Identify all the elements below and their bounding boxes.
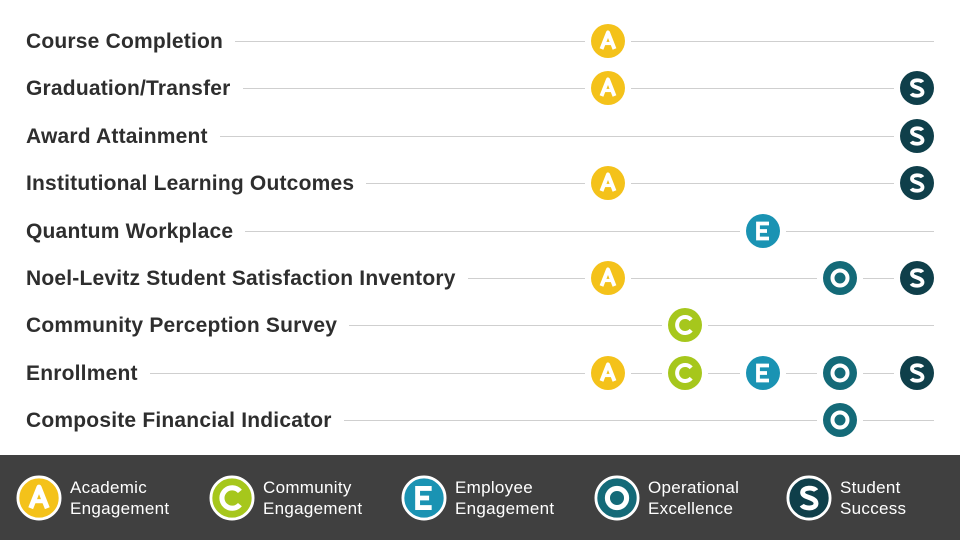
circle-s-icon: [894, 165, 940, 202]
legend-label-line: Student: [840, 478, 901, 497]
circle-c-icon: [209, 475, 255, 521]
circle-c-icon: [662, 307, 708, 344]
circle-a-icon: [585, 354, 631, 391]
legend-item-operational: Operational Excellence: [594, 475, 779, 523]
circle-e-icon: [740, 354, 786, 391]
indicator-label: Enrollment: [26, 358, 150, 389]
circle-e-icon: [740, 212, 786, 249]
indicator-row: Composite Financial Indicator: [0, 399, 960, 443]
indicator-matrix: Course Completion Graduation/Transfer Awar…: [0, 20, 960, 443]
legend-bar: Academic Engagement Community Engagement Emp…: [0, 455, 960, 540]
indicator-row: Institutional Learning Outcomes: [0, 162, 960, 206]
legend-label-line: Engagement: [263, 499, 363, 518]
circle-s-icon: [894, 354, 940, 391]
legend-label: Employee Engagement: [455, 477, 585, 519]
legend-label-line: Operational: [648, 478, 740, 497]
indicator-label: Institutional Learning Outcomes: [26, 169, 367, 200]
indicator-label: Graduation/Transfer: [26, 74, 243, 105]
legend-label-line: Engagement: [455, 499, 555, 518]
indicator-row: Noel-Levitz Student Satisfaction Invento…: [0, 257, 960, 301]
indicator-label: Noel-Levitz Student Satisfaction Invento…: [26, 264, 468, 294]
legend-label: Student Success: [840, 477, 960, 519]
legend-item-employee: Employee Engagement: [401, 475, 586, 523]
indicator-label: Quantum Workplace: [26, 216, 246, 247]
row-guide-line: [26, 230, 934, 232]
circle-e-icon: [401, 475, 447, 521]
row-guide-line: [26, 325, 934, 327]
circle-a-icon: [585, 70, 631, 107]
circle-a-icon: [585, 23, 631, 59]
circle-o-icon: [817, 354, 863, 391]
indicator-row: Quantum Workplace: [0, 210, 960, 254]
legend-label-line: Excellence: [648, 499, 734, 518]
legend-item-student: Student Success: [786, 475, 960, 523]
row-guide-line: [26, 135, 934, 137]
circle-o-icon: [594, 475, 640, 521]
legend-label: Operational Excellence: [648, 477, 778, 519]
indicator-row: Community Perception Survey: [0, 304, 960, 348]
indicator-row: Award Attainment: [0, 115, 960, 159]
circle-a-icon: [585, 165, 631, 202]
legend-label-line: Community: [263, 478, 352, 497]
circle-c-icon: [662, 354, 708, 391]
indicator-row: Course Completion: [0, 20, 960, 64]
row-guide-line: [26, 183, 934, 185]
indicator-label: Community Perception Survey: [26, 311, 350, 342]
indicator-row: Graduation/Transfer: [0, 67, 960, 111]
circle-s-icon: [894, 260, 940, 296]
legend-item-community: Community Engagement: [209, 475, 394, 523]
row-guide-line: [26, 41, 934, 42]
circle-o-icon: [817, 402, 863, 439]
circle-o-icon: [817, 260, 863, 296]
row-guide-line: [26, 420, 934, 422]
circle-a-icon: [585, 260, 631, 296]
legend-item-academic: Academic Engagement: [16, 475, 201, 523]
legend-label-line: Employee: [455, 478, 533, 497]
indicator-label: Award Attainment: [26, 121, 220, 152]
legend-label: Academic Engagement: [70, 477, 200, 519]
circle-a-icon: [16, 475, 62, 521]
row-guide-line: [26, 88, 934, 90]
indicator-row: Enrollment: [0, 352, 960, 396]
circle-s-icon: [894, 117, 940, 154]
row-guide-line: [26, 278, 934, 279]
circle-s-icon: [786, 475, 832, 521]
legend-label-line: Success: [840, 499, 907, 518]
indicator-label: Course Completion: [26, 27, 236, 57]
indicator-label: Composite Financial Indicator: [26, 406, 344, 437]
row-guide-line: [26, 372, 934, 374]
legend-label-line: Academic: [70, 478, 148, 497]
circle-s-icon: [894, 70, 940, 107]
legend-label: Community Engagement: [263, 477, 393, 519]
legend-label-line: Engagement: [70, 499, 170, 518]
